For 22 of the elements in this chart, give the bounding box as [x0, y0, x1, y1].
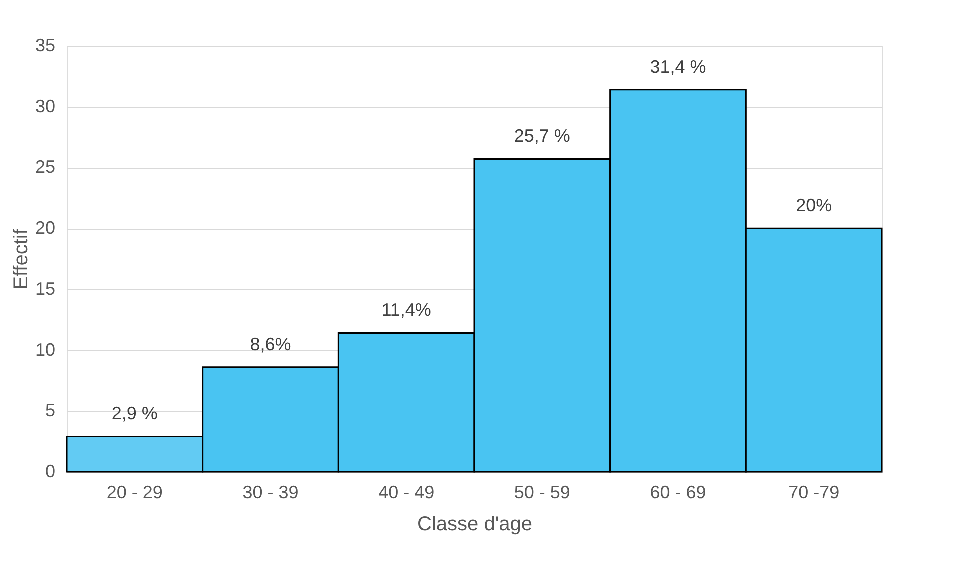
data-label: 8,6% [250, 334, 292, 354]
y-tick-label: 35 [35, 36, 56, 56]
data-label: 25,7 % [514, 126, 570, 146]
y-tick-label: 30 [35, 96, 56, 116]
y-tick-label: 0 [45, 462, 56, 482]
x-tick-label: 70 -79 [788, 482, 840, 502]
data-label: 2,9 % [112, 404, 158, 424]
data-label: 20% [796, 196, 832, 216]
x-axis-title: Classe d'age [418, 514, 532, 536]
y-tick-label: 20 [35, 218, 56, 238]
x-tick-label: 20 - 29 [106, 482, 163, 502]
y-tick-label: 10 [35, 340, 56, 360]
x-tick-label: 40 - 49 [378, 482, 435, 502]
y-tick-label: 25 [35, 157, 56, 178]
y-tick-label: 5 [45, 400, 56, 421]
x-tick-label: 60 - 69 [650, 482, 706, 502]
data-label: 11,4% [382, 300, 432, 320]
x-tick-label: 50 - 59 [514, 482, 570, 502]
y-axis-title: Effectif [10, 228, 32, 290]
x-tick-label: 30 - 39 [242, 482, 299, 502]
data-label: 31,4 % [650, 56, 706, 77]
y-tick-label: 15 [35, 278, 56, 299]
